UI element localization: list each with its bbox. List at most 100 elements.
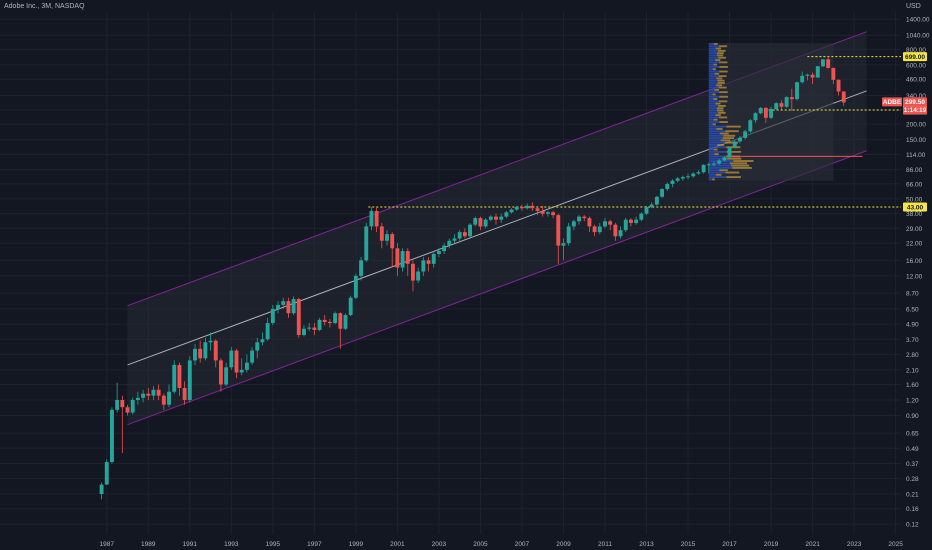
volume-profile-bar [716, 107, 724, 110]
candle-body [618, 230, 623, 237]
candle-body [571, 221, 576, 227]
candle-body [276, 304, 280, 309]
volume-profile-bar [717, 79, 725, 82]
y-tick-label: 0.16 [906, 506, 919, 513]
candle-body [208, 340, 213, 343]
price-label-699: 699.00 [905, 54, 925, 61]
candle-body [198, 348, 203, 359]
volume-profile-bar [720, 139, 731, 142]
candle-body [737, 137, 742, 142]
candle-body [654, 196, 659, 205]
volume-profile-bar [708, 166, 733, 169]
symbol-price-tag-bg [882, 97, 902, 107]
candle-body [385, 234, 389, 241]
candle-body [826, 59, 831, 68]
candle-body [125, 407, 130, 413]
volume-profile-bar [708, 75, 719, 78]
x-tick-label: 2007 [515, 541, 530, 548]
candle-body [141, 393, 146, 398]
candle-body [260, 339, 265, 343]
candle-body [717, 160, 722, 164]
candle-body [841, 91, 846, 103]
candle-body [281, 301, 286, 305]
candle-body [727, 147, 732, 158]
candle-body [161, 395, 166, 405]
candle-body [177, 364, 182, 388]
currency-label: USD [906, 3, 921, 10]
volume-profile-bar [726, 125, 741, 128]
volume-profile-bar [732, 166, 752, 169]
volume-profile-bar [716, 84, 723, 87]
volume-profile-bar [708, 65, 720, 68]
candle-body [545, 212, 550, 214]
candle-body [322, 319, 327, 322]
candle-body [436, 251, 441, 254]
volume-profile-bar [708, 79, 718, 82]
x-tick-label: 2003 [432, 541, 447, 548]
volume-profile-bar [708, 70, 720, 73]
candle-body [338, 313, 343, 329]
volume-profile-bar [708, 173, 716, 176]
candle-body [135, 397, 140, 401]
volume-profile-bar [718, 111, 726, 114]
volume-profile-bar [715, 173, 722, 176]
y-tick-label: 0.65 [906, 431, 919, 438]
candle-body [364, 226, 369, 261]
volume-profile-bar [716, 54, 724, 57]
y-tick-label: 0.28 [906, 476, 919, 483]
candle-body [608, 221, 613, 225]
candle-body [374, 210, 379, 227]
volume-profile-bar [726, 157, 742, 160]
candle-body [353, 275, 358, 298]
volume-profile-bar [708, 125, 727, 128]
candle-body [821, 59, 825, 67]
y-tick-label: 0.90 [906, 413, 919, 420]
y-tick-label: 150.00 [906, 137, 926, 144]
candle-body [499, 216, 504, 220]
y-tick-label: 1040.00 [906, 33, 930, 40]
candle-body [831, 67, 836, 80]
volume-profile-bar [708, 176, 727, 179]
candle-body [603, 221, 607, 227]
candle-body [327, 321, 332, 324]
volume-profile-bar [708, 130, 726, 133]
volume-profile-bar [708, 88, 715, 91]
candle-body [244, 362, 249, 370]
volume-profile-bar [719, 95, 728, 98]
candle-body [701, 164, 706, 173]
candle-body [551, 212, 556, 216]
candle-body [483, 219, 488, 227]
volume-profile-bar [716, 109, 724, 112]
volume-profile-bar [708, 141, 725, 144]
volume-profile-bar [717, 82, 725, 84]
y-tick-label: 0.12 [906, 522, 919, 529]
x-tick-label: 1997 [307, 541, 322, 548]
candle-body [307, 327, 312, 329]
y-tick-label: 1.20 [906, 398, 919, 405]
volume-profile-bar [712, 93, 716, 96]
volume-profile-bar [717, 144, 725, 146]
volume-profile-bar [708, 155, 727, 158]
candle-body [706, 164, 711, 166]
volume-profile-bar [712, 123, 716, 126]
volume-profile-bar [708, 47, 716, 50]
candle-body [296, 299, 301, 336]
candle-body [462, 232, 467, 237]
candle-body [535, 208, 540, 211]
volume-profile-bar [719, 169, 728, 172]
candle-body [224, 367, 229, 385]
candle-body [587, 218, 592, 227]
x-tick-label: 1999 [349, 541, 364, 548]
candle-body [270, 308, 275, 324]
volume-profile-bar [708, 118, 714, 121]
candle-body [795, 82, 799, 100]
candle-body [748, 120, 753, 132]
volume-profile-bar [708, 93, 713, 96]
x-tick-label: 2021 [805, 541, 820, 548]
volume-profile-bar [722, 137, 735, 140]
volume-profile-bar [714, 72, 720, 75]
y-tick-label: 29.00 [906, 226, 923, 233]
candle-body [675, 178, 680, 181]
y-tick-label: 16.00 [906, 258, 923, 265]
